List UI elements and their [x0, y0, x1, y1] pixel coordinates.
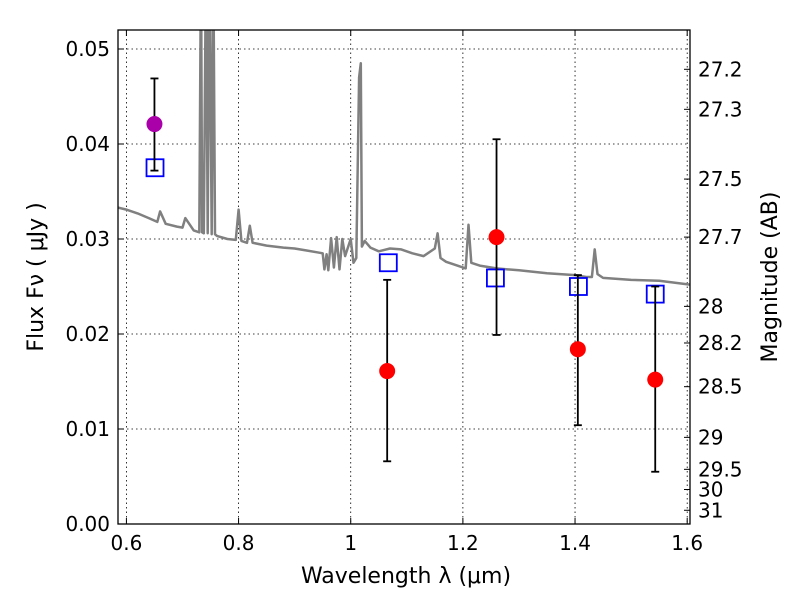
x-axis-label: Wavelength λ (μm) — [301, 564, 511, 589]
template-spectrum-line — [118, 30, 690, 286]
plot-frame — [117, 29, 691, 525]
y-tick-label: 0.01 — [65, 417, 110, 441]
mag-tick-label: 27.5 — [698, 167, 743, 191]
y-tick-label: 0.02 — [65, 322, 110, 346]
observed-flux-point — [647, 371, 664, 388]
y-tick-label: 0.00 — [65, 512, 110, 536]
x-tick-label: 1.6 — [671, 531, 703, 555]
mag-tick-label: 28.5 — [698, 375, 743, 399]
y-tick-label: 0.05 — [65, 37, 110, 61]
mag-tick-label: 28.2 — [698, 331, 743, 355]
y-axis-label: Flux Fν ( μJy ) — [24, 202, 49, 351]
plot-area — [118, 30, 690, 286]
observed-flux-point — [379, 363, 396, 380]
x-tick-label: 1 — [344, 531, 357, 555]
model-photometry-square — [378, 253, 398, 273]
observed-flux-point — [569, 341, 586, 358]
mag-tick-label: 27.3 — [698, 97, 743, 121]
y-axis-label-right: Magnitude (AB) — [758, 192, 783, 363]
mag-tick-label: 30 — [698, 478, 723, 502]
observed-flux-point — [146, 116, 163, 133]
markers — [145, 77, 665, 473]
x-tick-label: 0.8 — [223, 531, 255, 555]
x-tick-label: 1.4 — [559, 531, 591, 555]
observed-flux-point — [488, 229, 505, 246]
y-tick-label: 0.04 — [65, 132, 110, 156]
mag-tick-label: 29.5 — [698, 457, 743, 481]
mag-tick-label: 27.7 — [698, 225, 743, 249]
y-tick-label: 0.03 — [65, 227, 110, 251]
model-photometry-square — [486, 268, 505, 288]
axes: 0.6 0.8 1 1.2 1.4 1.6 0.00 0.01 0.02 0.03 0.04 0.05… — [65, 30, 743, 555]
mag-tick-label: 28 — [698, 294, 723, 318]
x-tick-label: 0.6 — [111, 531, 143, 555]
mag-tick-label: 27.2 — [698, 57, 743, 81]
mag-tick-label: 29 — [698, 425, 723, 449]
mag-tick-label: 31 — [698, 498, 723, 522]
x-tick-label: 1.2 — [447, 531, 479, 555]
